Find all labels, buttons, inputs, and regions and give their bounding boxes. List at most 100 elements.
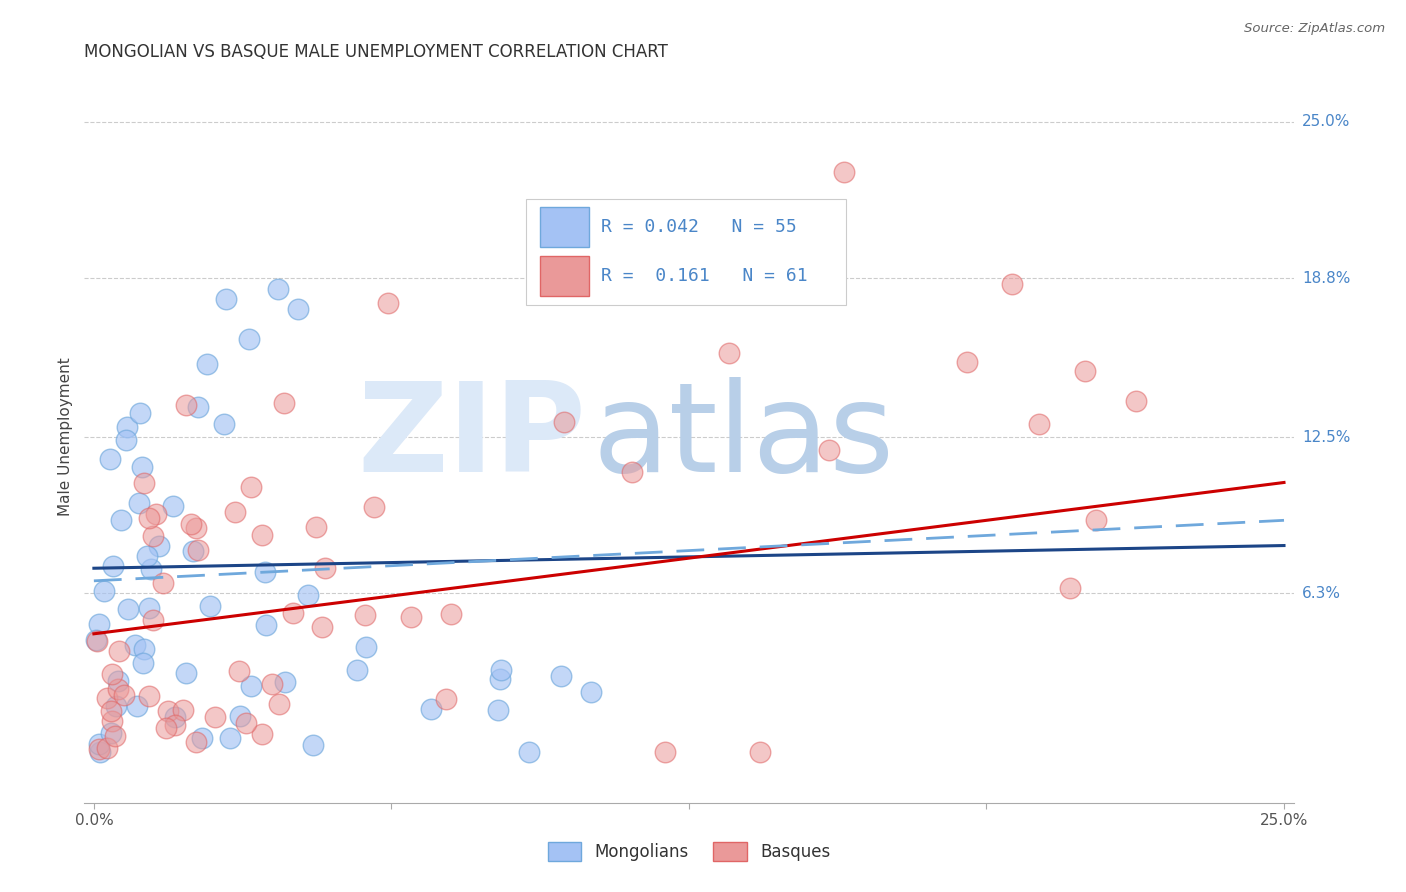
Point bbox=[198, 599, 221, 614]
Text: ZIP: ZIP bbox=[357, 376, 586, 498]
Point bbox=[142, 529, 165, 543]
Point bbox=[235, 716, 257, 731]
Point bbox=[187, 400, 209, 414]
Point bbox=[115, 420, 138, 434]
Point bbox=[239, 480, 262, 494]
Point bbox=[165, 710, 187, 724]
Point bbox=[250, 727, 273, 741]
Point bbox=[238, 332, 260, 346]
Text: 18.8%: 18.8% bbox=[1302, 270, 1350, 285]
Point bbox=[260, 677, 283, 691]
Point bbox=[93, 583, 115, 598]
Point bbox=[214, 292, 236, 306]
Point bbox=[165, 718, 187, 732]
Point bbox=[274, 675, 297, 690]
Point bbox=[107, 682, 129, 697]
Y-axis label: Male Unemployment: Male Unemployment bbox=[58, 358, 73, 516]
Point bbox=[553, 415, 575, 429]
Point bbox=[254, 565, 277, 579]
Point bbox=[1028, 417, 1050, 432]
Point bbox=[87, 617, 110, 632]
Point bbox=[96, 740, 118, 755]
Point bbox=[107, 673, 129, 688]
Point bbox=[1125, 393, 1147, 408]
Point bbox=[98, 452, 121, 467]
Point bbox=[108, 643, 131, 657]
Point bbox=[195, 357, 218, 371]
Point bbox=[134, 476, 156, 491]
Text: MONGOLIAN VS BASQUE MALE UNEMPLOYMENT CORRELATION CHART: MONGOLIAN VS BASQUE MALE UNEMPLOYMENT CO… bbox=[84, 44, 668, 62]
Point bbox=[115, 434, 138, 448]
Point bbox=[267, 282, 290, 296]
Point bbox=[1059, 582, 1081, 596]
Point bbox=[749, 745, 772, 759]
Point bbox=[717, 345, 740, 359]
Point bbox=[152, 575, 174, 590]
Point bbox=[311, 620, 333, 634]
Point bbox=[100, 704, 122, 718]
Point bbox=[125, 698, 148, 713]
Point bbox=[100, 725, 122, 739]
Point bbox=[353, 607, 375, 622]
Text: Source: ZipAtlas.com: Source: ZipAtlas.com bbox=[1244, 22, 1385, 36]
Point bbox=[287, 301, 309, 316]
Point bbox=[399, 610, 422, 624]
FancyBboxPatch shape bbox=[526, 200, 846, 305]
Point bbox=[832, 165, 855, 179]
Legend: Mongolians, Basques: Mongolians, Basques bbox=[541, 835, 837, 868]
Point bbox=[135, 549, 157, 563]
Point bbox=[434, 691, 457, 706]
Point bbox=[254, 618, 277, 632]
Point bbox=[110, 513, 132, 527]
Point bbox=[148, 539, 170, 553]
Point bbox=[89, 741, 111, 756]
Point bbox=[550, 668, 572, 682]
Point bbox=[96, 690, 118, 705]
Point bbox=[117, 602, 139, 616]
Point bbox=[129, 407, 152, 421]
Point bbox=[89, 745, 111, 759]
Point bbox=[142, 613, 165, 627]
Point bbox=[138, 600, 160, 615]
Point bbox=[1001, 277, 1024, 291]
Point bbox=[191, 731, 214, 746]
Text: 25.0%: 25.0% bbox=[1302, 114, 1350, 129]
FancyBboxPatch shape bbox=[540, 207, 589, 247]
Point bbox=[956, 355, 979, 369]
Point bbox=[267, 698, 290, 712]
Point bbox=[204, 710, 226, 724]
Point bbox=[124, 638, 146, 652]
Point bbox=[86, 633, 108, 648]
Point bbox=[486, 703, 509, 717]
Point bbox=[131, 460, 153, 475]
Text: atlas: atlas bbox=[592, 376, 894, 498]
Point bbox=[283, 607, 305, 621]
Point bbox=[420, 702, 443, 716]
Point bbox=[89, 737, 111, 751]
Point bbox=[187, 543, 209, 558]
Point bbox=[84, 633, 107, 648]
Point bbox=[138, 511, 160, 525]
Point bbox=[1085, 513, 1108, 527]
Point bbox=[138, 690, 160, 704]
Point bbox=[174, 665, 197, 680]
Point bbox=[162, 499, 184, 513]
Point bbox=[145, 507, 167, 521]
Point bbox=[517, 745, 540, 759]
Point bbox=[218, 731, 240, 745]
Point bbox=[181, 544, 204, 558]
Point bbox=[818, 443, 841, 458]
Point bbox=[176, 398, 198, 412]
Point bbox=[489, 672, 512, 686]
Point bbox=[297, 588, 319, 602]
Text: R = 0.042   N = 55: R = 0.042 N = 55 bbox=[600, 219, 796, 236]
Point bbox=[301, 739, 323, 753]
Point bbox=[104, 729, 127, 743]
Point bbox=[157, 704, 180, 718]
Point bbox=[620, 465, 643, 479]
Point bbox=[250, 528, 273, 542]
Point bbox=[440, 607, 463, 621]
Point bbox=[132, 656, 155, 670]
Point bbox=[314, 561, 336, 575]
Point bbox=[1074, 364, 1097, 378]
